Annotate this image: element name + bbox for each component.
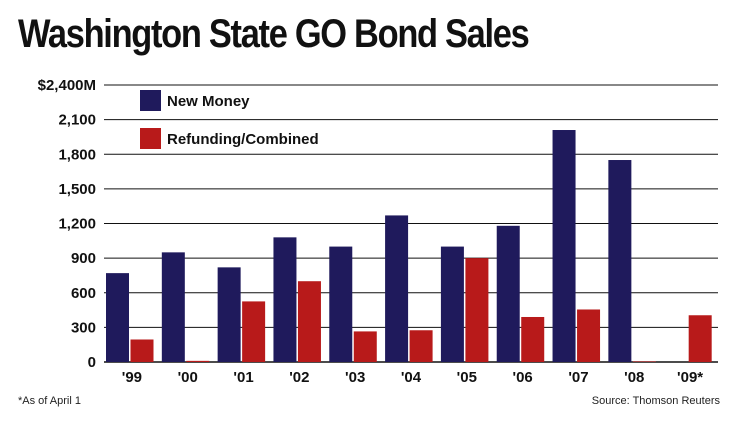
x-tick-label-7: '06 [513, 369, 533, 386]
x-tick-label-9: '08 [624, 369, 644, 386]
x-tick-label-0: '99 [122, 369, 142, 386]
legend: New Money Refunding/Combined [140, 90, 319, 149]
bar-refunding-2 [242, 301, 266, 362]
legend-label-refunding: Refunding/Combined [167, 131, 319, 148]
bar-refunding-8 [577, 309, 601, 362]
y-tick-label-4: 1,200 [58, 216, 96, 233]
x-tick-label-1: '00 [178, 369, 198, 386]
x-tick-label-8: '07 [568, 369, 588, 386]
bar-new-money-9 [608, 160, 632, 362]
bar-refunding-1 [186, 360, 210, 362]
y-tick-label-5: 1,500 [58, 181, 96, 198]
bar-refunding-9 [632, 361, 656, 362]
bar-refunding-5 [409, 330, 433, 362]
x-tick-label-3: '02 [289, 369, 309, 386]
bar-new-money-5 [385, 215, 409, 362]
x-tick-label-10: '09* [677, 369, 703, 386]
bar-new-money-7 [496, 225, 520, 362]
y-tick-label-2: 600 [71, 285, 96, 302]
bar-new-money-6 [440, 246, 464, 362]
bar-refunding-10 [688, 315, 712, 362]
footnote: *As of April 1 [18, 395, 81, 407]
x-tick-label-2: '01 [233, 369, 253, 386]
legend-swatch-new-money [140, 90, 161, 111]
y-tick-label-6: 1,800 [58, 146, 96, 163]
bar-new-money-1 [161, 252, 185, 362]
bar-new-money-4 [329, 246, 353, 362]
x-tick-label-6: '05 [457, 369, 477, 386]
bar-refunding-0 [130, 339, 154, 362]
y-tick-label-1: 300 [71, 319, 96, 336]
chart-title: Washington State GO Bond Sales [18, 12, 530, 56]
bar-refunding-4 [353, 331, 377, 362]
y-tick-label-7: 2,100 [58, 112, 96, 129]
x-tick-label-5: '04 [401, 369, 422, 386]
y-axis-ticks: 0 300 600 900 1,200 1,500 1,800 2,100 $2,400M [38, 77, 96, 371]
y-tick-label-8: $2,400M [38, 77, 96, 94]
y-tick-label-3: 900 [71, 250, 96, 267]
bar-refunding-6 [465, 258, 489, 362]
bars [106, 130, 712, 362]
x-tick-label-4: '03 [345, 369, 365, 386]
y-tick-label-0: 0 [88, 354, 96, 371]
bar-refunding-7 [521, 316, 545, 362]
bar-new-money-2 [217, 267, 241, 362]
legend-label-new-money: New Money [167, 93, 250, 110]
bar-refunding-3 [297, 281, 321, 362]
legend-swatch-refunding [140, 128, 161, 149]
source-credit: Source: Thomson Reuters [591, 395, 720, 407]
x-axis-ticks: '99 '00 '01 '02 '03 '04 '05 '06 '07 '08 '09* [122, 369, 704, 386]
bar-new-money-8 [552, 130, 576, 362]
bar-new-money-0 [106, 273, 129, 362]
bar-new-money-3 [273, 237, 297, 362]
